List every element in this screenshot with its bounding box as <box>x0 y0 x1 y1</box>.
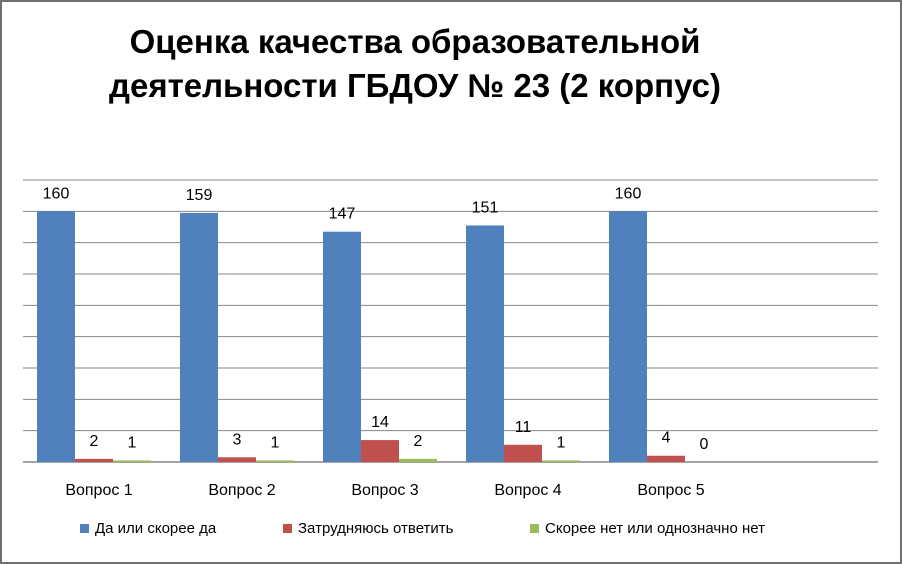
data-label-3-5: 0 <box>700 436 709 453</box>
x-tick-label-3: Вопрос 3 <box>351 482 418 499</box>
chart-title: Оценка качества образовательной деятельн… <box>95 20 735 108</box>
bar-2-1 <box>75 458 113 462</box>
x-tick-label-1: Вопрос 1 <box>65 482 132 499</box>
data-label-3-3: 2 <box>414 433 423 450</box>
bar-2-2 <box>218 457 256 462</box>
bar-1-5 <box>609 211 647 462</box>
data-label-2-5: 4 <box>662 430 671 447</box>
legend-item-series-2: Затрудняюсь ответить <box>283 520 453 537</box>
data-label-2-2: 3 <box>233 431 242 448</box>
bar-3-2 <box>256 460 294 462</box>
bar-1-2 <box>180 212 218 462</box>
bar-3-4 <box>542 460 580 462</box>
bar-3-3 <box>399 458 437 462</box>
data-label-2-1: 2 <box>90 433 99 450</box>
data-label-3-2: 1 <box>271 434 280 451</box>
legend-label-series-1: Да или скорее да <box>95 520 217 537</box>
data-label-1-1: 160 <box>43 185 70 202</box>
bar-1-1 <box>37 211 75 462</box>
chart-title-line-2: деятельности ГБДОУ № 23 (2 корпус) <box>109 67 721 104</box>
bar-2-3 <box>361 440 399 462</box>
bar-1-3 <box>323 231 361 462</box>
legend-swatch-series-3 <box>530 524 539 533</box>
data-label-3-4: 1 <box>557 434 566 451</box>
legend-label-series-3: Скорее нет или однозначно нет <box>545 520 765 537</box>
x-tick-label-4: Вопрос 4 <box>494 482 561 499</box>
data-label-1-5: 160 <box>615 185 642 202</box>
data-label-3-1: 1 <box>128 434 137 451</box>
chart-legend: Да или скорее да Затрудняюсь ответить Ск… <box>0 520 902 544</box>
x-tick-label-5: Вопрос 5 <box>637 482 704 499</box>
data-label-2-3: 14 <box>371 414 389 431</box>
legend-item-series-3: Скорее нет или однозначно нет <box>530 520 765 537</box>
legend-swatch-series-1 <box>80 524 89 533</box>
data-label-1-3: 147 <box>329 206 356 223</box>
chart-title-line-1: Оценка качества образовательной <box>129 23 701 60</box>
data-label-2-4: 11 <box>515 419 532 436</box>
legend-swatch-series-2 <box>283 524 292 533</box>
legend-label-series-2: Затрудняюсь ответить <box>298 520 454 537</box>
bar-2-4 <box>504 444 542 462</box>
bar-2-5 <box>647 455 685 462</box>
bar-3-1 <box>113 460 151 462</box>
bar-1-4 <box>466 225 504 462</box>
legend-item-series-1: Да или скорее да <box>80 520 216 537</box>
data-label-1-4: 151 <box>472 199 499 216</box>
x-tick-label-2: Вопрос 2 <box>208 482 275 499</box>
data-label-1-2: 159 <box>186 187 213 204</box>
